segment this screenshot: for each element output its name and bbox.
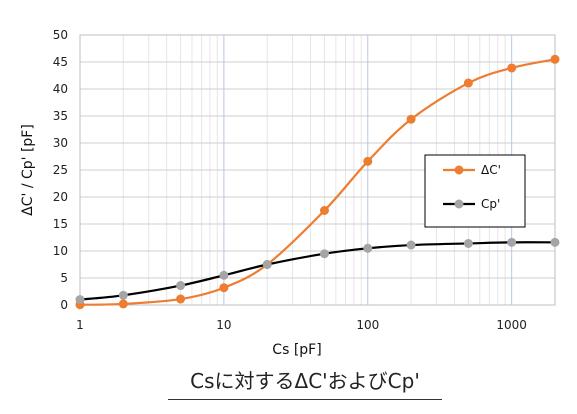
- data-point: [219, 283, 229, 293]
- data-point: [363, 156, 373, 166]
- series-cp: [75, 237, 560, 305]
- series-delta-c: [75, 54, 560, 310]
- data-point: [319, 206, 329, 215]
- data-point: [363, 243, 373, 253]
- data-point: [463, 78, 473, 88]
- x-tick-label: 1: [76, 318, 84, 332]
- data-point: [319, 249, 329, 259]
- y-tick-label: 45: [53, 55, 68, 69]
- x-axis-title: Cs [pF]: [272, 342, 321, 358]
- x-tick-label: 1000: [496, 318, 527, 332]
- data-point: [550, 54, 560, 64]
- y-tick-label: 30: [53, 136, 68, 150]
- y-tick-label: 40: [53, 82, 68, 96]
- data-point: [507, 63, 517, 73]
- data-point: [75, 295, 85, 305]
- y-tick-label: 5: [60, 271, 68, 285]
- legend-label: ΔC': [481, 163, 501, 177]
- y-tick-label: 50: [53, 28, 68, 42]
- data-point: [118, 290, 128, 300]
- data-point: [262, 260, 272, 269]
- data-point: [176, 294, 186, 304]
- data-point: [406, 114, 416, 124]
- data-point: [176, 281, 186, 291]
- data-point: [219, 270, 229, 280]
- x-tick-label: 100: [356, 318, 379, 332]
- caption-underline: [168, 399, 442, 400]
- chart-caption: Csに対するΔC'およびCp': [190, 369, 420, 393]
- data-point: [406, 240, 416, 250]
- data-point: [507, 237, 517, 247]
- y-tick-label: 0: [60, 298, 68, 312]
- y-tick-label: 20: [53, 190, 68, 204]
- legend-marker: [454, 199, 464, 209]
- data-point: [118, 299, 128, 309]
- y-tick-label: 10: [53, 244, 68, 258]
- plot-border: [79, 34, 556, 306]
- y-tick-label: 35: [53, 109, 68, 123]
- legend-label: Cp': [481, 197, 500, 211]
- legend: ΔC' Cp': [424, 154, 526, 228]
- legend-marker: [454, 165, 464, 175]
- legend-box: [424, 154, 526, 228]
- y-tick-label: 25: [53, 163, 68, 177]
- grid: [79, 34, 556, 306]
- series-layer: [75, 54, 560, 310]
- tick-labels: 0 5 10 15 20 25 30 35 40 45 50 1 10 100 1000: [53, 28, 527, 332]
- data-point: [463, 238, 473, 248]
- y-tick-label: 15: [53, 217, 68, 231]
- data-point: [550, 237, 560, 247]
- y-axis-title: ΔC' / Cp' [pF]: [20, 124, 36, 216]
- x-tick-label: 10: [216, 318, 231, 332]
